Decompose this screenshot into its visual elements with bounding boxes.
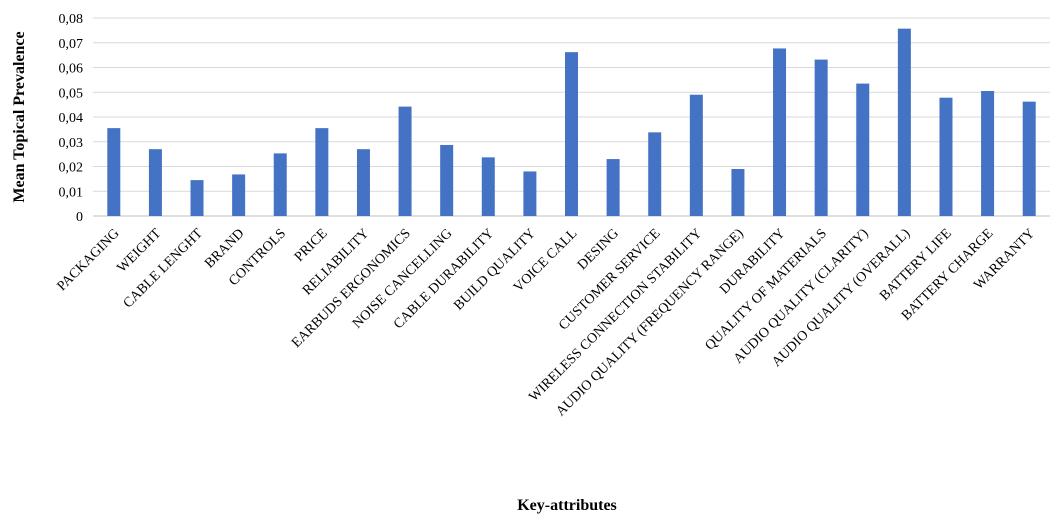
bar — [273, 153, 287, 216]
y-tick-label: 0,05 — [59, 86, 84, 101]
bar — [648, 132, 662, 216]
bar — [897, 28, 911, 216]
bar — [939, 97, 953, 216]
y-tick-label: 0,03 — [59, 136, 84, 151]
bar — [981, 91, 995, 216]
bar — [856, 83, 870, 217]
bar — [190, 180, 204, 216]
bar — [814, 59, 828, 216]
bar — [565, 52, 578, 216]
bar — [356, 149, 370, 216]
bar — [398, 106, 412, 216]
y-tick-label: 0,01 — [59, 185, 84, 200]
x-axis-title: Key-attributes — [517, 497, 617, 514]
bar — [689, 94, 703, 216]
bar — [481, 157, 495, 216]
y-tick-label: 0,02 — [59, 161, 84, 176]
bar — [773, 48, 787, 216]
bar — [1022, 101, 1036, 216]
y-tick-label: 0 — [76, 210, 83, 225]
y-tick-label: 0,07 — [59, 37, 84, 52]
bar — [232, 174, 246, 216]
bars — [107, 28, 1036, 217]
x-tick-label: BATTERY LIFE — [877, 226, 955, 304]
bar — [523, 171, 537, 216]
bar — [440, 144, 454, 216]
y-axis-ticks: 0 0,01 0,02 0,03 0,04 0,05 0,06 0,07 0,08 — [59, 12, 84, 225]
x-tick-label: PRICE — [292, 226, 331, 265]
y-tick-label: 0,04 — [59, 111, 84, 126]
bar — [107, 128, 121, 216]
y-axis-title: Mean Topical Prevalence — [11, 31, 28, 202]
bar — [606, 159, 620, 216]
bar — [315, 128, 329, 216]
y-tick-label: 0,06 — [59, 62, 84, 77]
x-tick-label: PACKAGING — [55, 226, 123, 294]
y-tick-label: 0,08 — [59, 12, 84, 27]
bar — [731, 168, 745, 216]
bar — [148, 149, 162, 216]
x-tick-label: CABLE LENGHT — [121, 226, 206, 311]
